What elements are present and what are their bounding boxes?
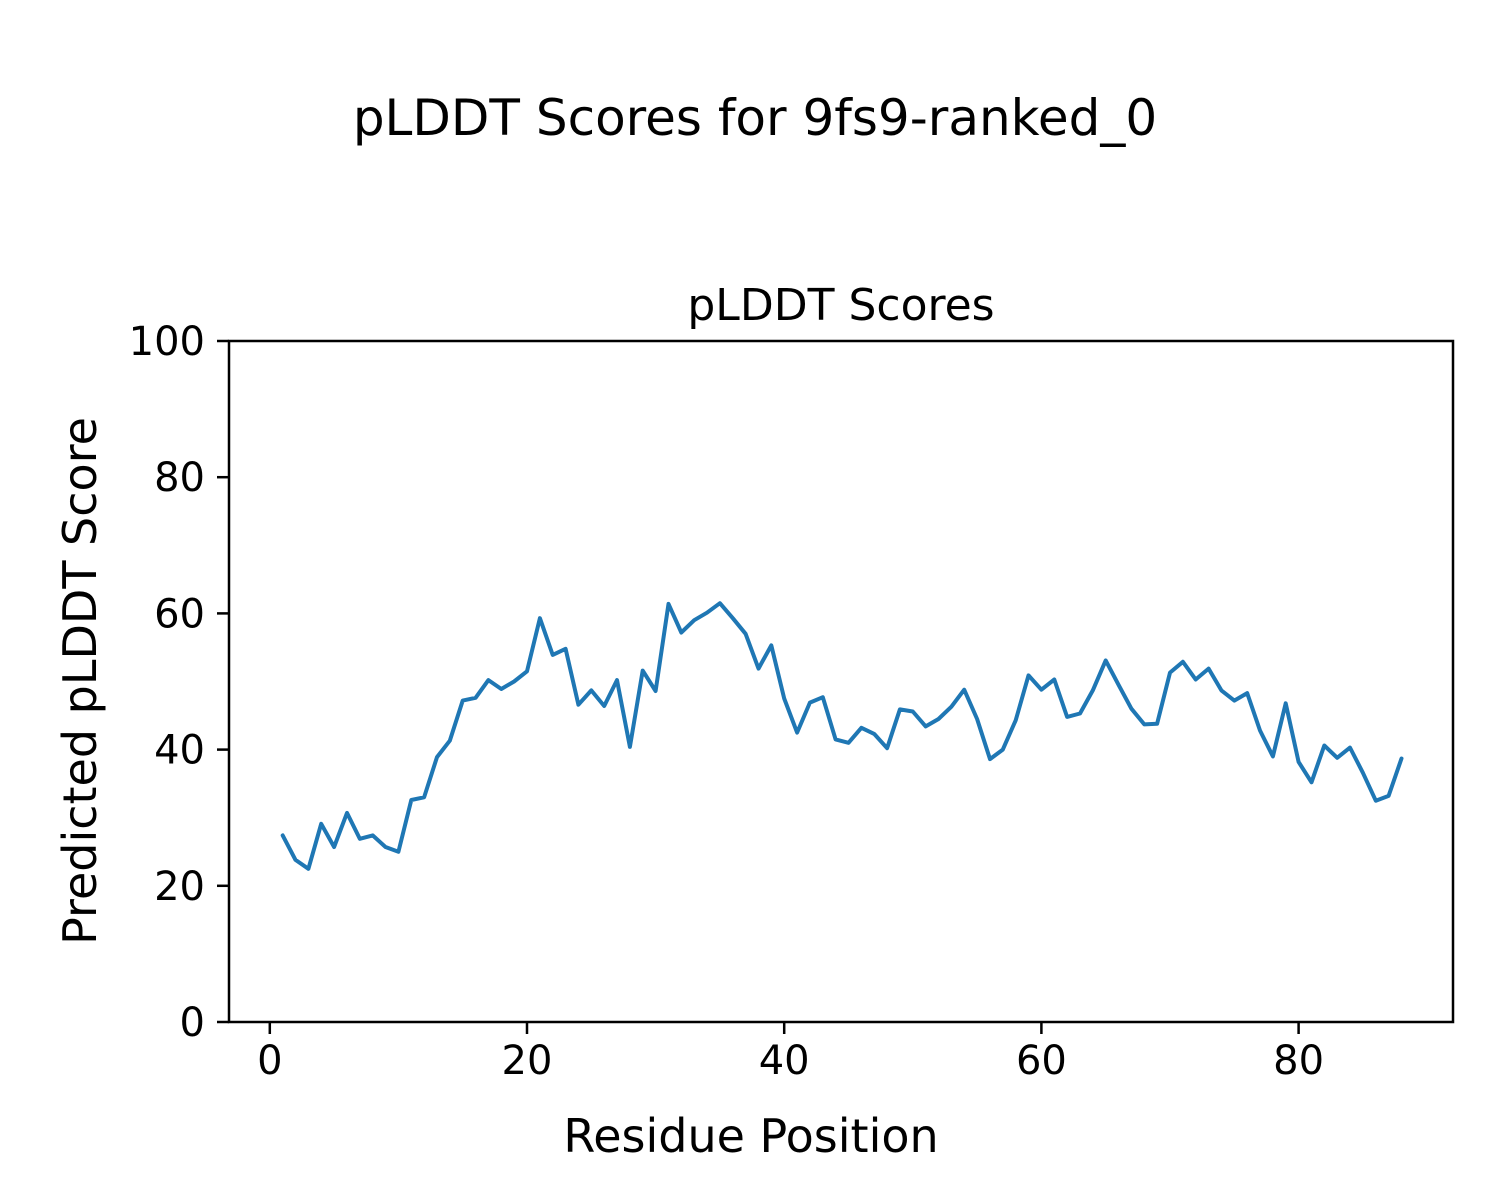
- x-tick-label: 60: [1016, 1038, 1067, 1084]
- x-tick-label: 20: [502, 1038, 553, 1084]
- plot-border: [227, 339, 1455, 1024]
- y-tick-label: 20: [154, 864, 205, 910]
- x-tick-label: 80: [1273, 1038, 1324, 1084]
- x-tick-label: 40: [759, 1038, 810, 1084]
- y-tick-label: 0: [180, 1000, 205, 1046]
- plddt-line: [280, 601, 1404, 871]
- y-tick-label: 40: [154, 728, 205, 774]
- y-axis-ticks: 0 20 40 60 80 100: [129, 319, 229, 1046]
- axes-title: pLDDT Scores: [687, 280, 994, 331]
- y-tick-label: 80: [154, 455, 205, 501]
- y-axis-label: Predicted pLDDT Score: [53, 417, 107, 945]
- y-tick-label: 100: [129, 319, 205, 365]
- x-tick-label: 0: [257, 1038, 282, 1084]
- y-tick-label: 60: [154, 591, 205, 637]
- x-axis-ticks: 0 20 40 60 80: [257, 1022, 1324, 1084]
- figure-suptitle: pLDDT Scores for 9fs9-ranked_0: [353, 89, 1157, 147]
- x-axis-label: Residue Position: [563, 1109, 938, 1163]
